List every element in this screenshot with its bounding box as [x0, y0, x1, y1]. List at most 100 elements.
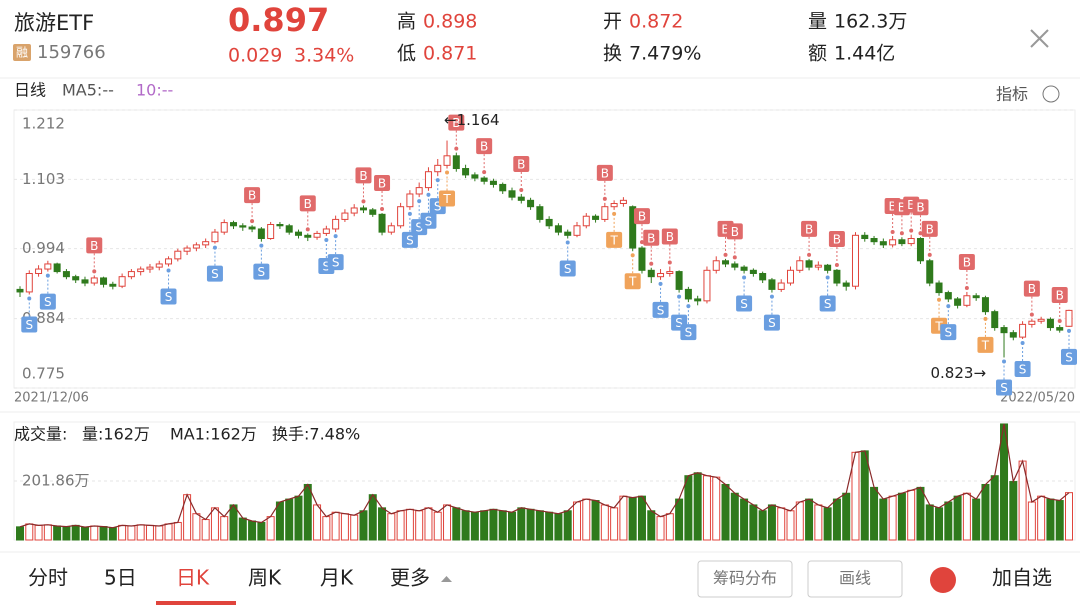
signal-box — [439, 190, 456, 207]
volume-bar — [118, 524, 127, 541]
stat-value: 0.898 — [423, 11, 477, 33]
signal-box — [801, 220, 818, 237]
signal-dot — [964, 285, 969, 290]
candle-body — [165, 258, 173, 265]
signal-dot — [1002, 359, 1007, 364]
tab[interactable]: 周K — [248, 566, 282, 590]
stat-label: 高 — [397, 11, 416, 33]
tab[interactable]: 分时 — [28, 566, 68, 590]
x-label-start: 2021/12/06 — [14, 391, 89, 406]
volume-bar — [1037, 495, 1046, 541]
candle-body — [1000, 327, 1008, 334]
signal-box — [355, 167, 372, 184]
signal-dot — [324, 237, 329, 242]
signal-label: T — [934, 319, 943, 333]
candle-body — [220, 222, 228, 233]
signal-label: S — [434, 200, 442, 214]
candle-body — [870, 238, 878, 243]
candle-body — [759, 272, 767, 281]
candle-body — [508, 190, 516, 198]
candle-body — [62, 271, 70, 278]
record-button[interactable] — [930, 567, 956, 593]
signal-label: B — [963, 255, 971, 269]
tab[interactable]: 更多 — [390, 566, 430, 590]
candle-body — [118, 276, 126, 287]
signal-box — [1061, 348, 1077, 365]
candle-body — [712, 260, 720, 271]
stat-label: 额 — [808, 43, 827, 65]
signal-box — [977, 336, 994, 353]
volume-bar — [591, 500, 600, 541]
candle-body — [619, 199, 627, 205]
add-watch[interactable]: 加自选 — [992, 566, 1052, 590]
candle-body — [406, 193, 414, 208]
volume-bar — [517, 507, 526, 541]
volume-line — [19, 423, 1070, 529]
stat-value: 7.479% — [629, 43, 701, 65]
signal-box — [448, 114, 465, 131]
stat-value: 162.3万 — [834, 11, 907, 33]
volume-bar — [535, 510, 544, 541]
volume-bar — [155, 525, 164, 541]
draw-button-frame[interactable] — [807, 560, 903, 598]
signal-box — [996, 379, 1013, 396]
candle-body — [1009, 332, 1017, 338]
signal-dot — [937, 297, 942, 302]
tab-underline — [156, 601, 236, 605]
volume-bar — [229, 504, 238, 541]
candle-body — [916, 238, 924, 262]
volume-bar — [1027, 501, 1036, 541]
indicator-button[interactable]: 指标 — [996, 85, 1028, 104]
signal-box — [643, 229, 660, 246]
signal-box — [1023, 280, 1040, 297]
candle-body — [1019, 323, 1027, 338]
y-tick-label: 0.994 — [22, 239, 65, 257]
signal-label: S — [258, 265, 266, 279]
volume-bar — [340, 513, 349, 541]
volume-bar — [238, 517, 247, 541]
signal-box — [160, 288, 177, 305]
chip-button-frame[interactable] — [697, 560, 793, 598]
volume-bar — [331, 511, 340, 541]
tab[interactable]: 5日 — [104, 566, 137, 590]
candle-body — [703, 269, 711, 302]
signal-dot — [417, 199, 422, 204]
stat-value: 1.44亿 — [834, 43, 895, 65]
signal-label: S — [657, 303, 665, 317]
signal-label: S — [406, 233, 414, 247]
tab[interactable]: 月K — [320, 566, 354, 590]
signal-box — [374, 175, 391, 192]
volume-bar — [870, 486, 879, 541]
y-tick-label: 1.103 — [22, 170, 65, 188]
close-button[interactable] — [1030, 29, 1049, 48]
signal-label: B — [721, 222, 729, 236]
signal-label: B — [805, 222, 813, 236]
candle-body — [248, 226, 256, 230]
period: 日线 — [14, 81, 46, 100]
signal-label: B — [916, 201, 924, 215]
signal-dot — [909, 228, 914, 233]
signal-box — [253, 263, 270, 280]
volume-bar — [675, 498, 684, 541]
candle-body — [1037, 318, 1045, 322]
volume-bar — [795, 501, 804, 541]
volume-bar — [433, 511, 442, 541]
chip-button[interactable]: 筹码分布 — [713, 569, 777, 588]
signal-label: B — [1056, 289, 1064, 303]
candle-body — [601, 206, 609, 220]
volume-bar — [396, 510, 405, 541]
signal-label: T — [442, 192, 451, 206]
signal-dot — [602, 196, 607, 201]
candle-body — [629, 206, 637, 249]
candle-body — [434, 164, 442, 173]
signal-label: B — [898, 201, 906, 215]
tab[interactable]: 日K — [176, 566, 210, 590]
volume-bar — [257, 521, 266, 541]
candle-body — [1028, 320, 1036, 325]
candle-body — [480, 177, 488, 182]
signal-dot — [723, 252, 728, 257]
signal-label: B — [452, 116, 460, 130]
signal-box — [327, 254, 344, 271]
volume-bar — [387, 513, 396, 541]
draw-button[interactable]: 画线 — [839, 569, 871, 588]
